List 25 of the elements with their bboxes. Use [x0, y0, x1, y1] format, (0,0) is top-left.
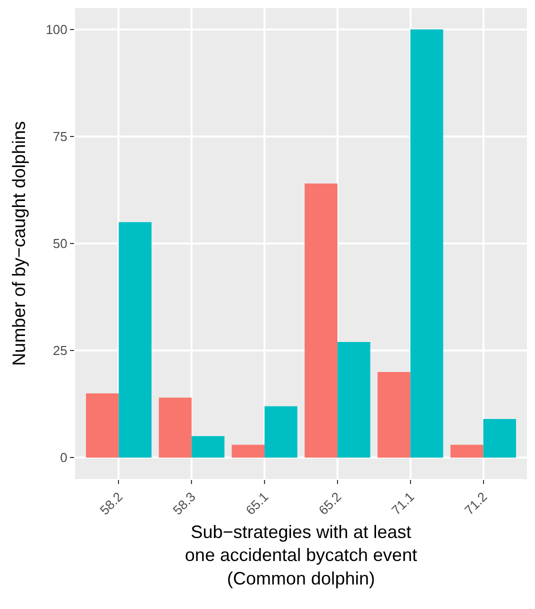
bar: [450, 444, 484, 458]
bar: [158, 398, 192, 458]
y-tick-label: 50: [52, 236, 68, 252]
bar: [264, 406, 298, 458]
x-tick-label: 65.1: [242, 489, 272, 518]
y-tick-label: 25: [52, 343, 68, 358]
bar: [232, 444, 265, 458]
bar: [86, 393, 119, 458]
y-tick-label: 75: [52, 129, 68, 144]
bar: [483, 419, 516, 458]
bar: [410, 29, 444, 458]
bar: [378, 372, 410, 458]
x-axis-title: Sub−strategies with at least one accidental bycatch event (Common dolphin): [184, 522, 418, 589]
x-tick-label: 71.1: [388, 489, 418, 518]
x-tick-label: 71.2: [461, 489, 490, 518]
bar: [304, 184, 338, 458]
bar: [118, 222, 152, 458]
x-tick-label: 65.2: [316, 489, 344, 518]
bar: [192, 436, 224, 458]
y-axis-title: Number of by−caught dolphins: [8, 121, 29, 366]
bar: [337, 342, 370, 458]
x-tick-label: 58.2: [96, 489, 126, 518]
y-tick-label: 100: [46, 22, 68, 37]
y-tick-label: 0: [60, 450, 68, 466]
x-tick-label: 58.3: [170, 489, 198, 518]
